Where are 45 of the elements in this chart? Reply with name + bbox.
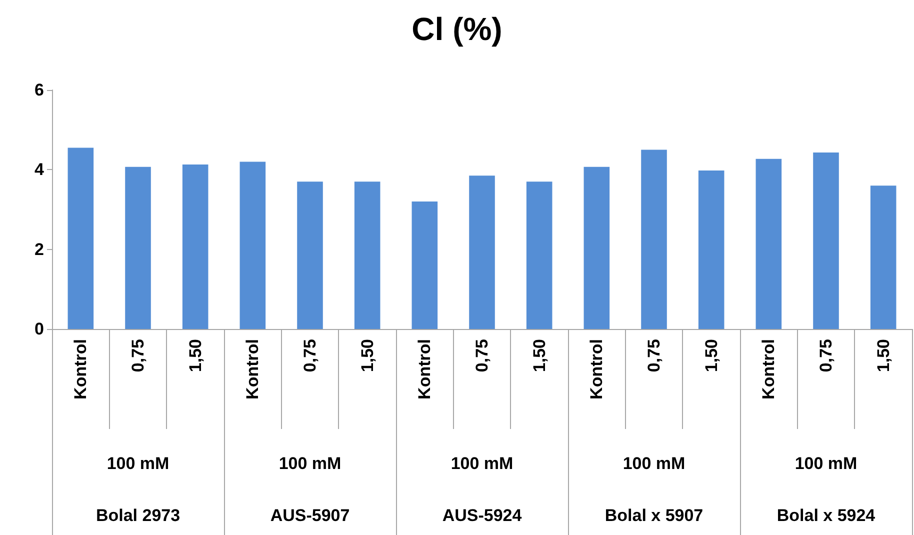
text: AUS-5907 [270, 506, 350, 525]
x-tick-label: 0,75 [644, 339, 664, 372]
bar [584, 166, 610, 329]
text: Bolal x 5924 [776, 506, 876, 525]
text: AUS-5924 [442, 506, 522, 525]
x-tick-label: Kontrol [243, 339, 262, 400]
x-tick-label: Kontrol [587, 339, 606, 400]
text: 100 mM [278, 454, 342, 473]
x-tick-label: 0,75 [300, 339, 320, 372]
x-tick-label: 0,75 [128, 339, 148, 372]
bar [698, 170, 724, 329]
bar [756, 158, 782, 329]
x-tick-label: 0,75 [816, 339, 836, 372]
text: 100 mM [106, 454, 170, 473]
bar [182, 164, 208, 329]
y-tick-label: 2 [34, 240, 44, 259]
text: 100 mM [794, 454, 858, 473]
x-tick-label: 1,50 [874, 339, 893, 372]
bar [870, 186, 896, 329]
bar [469, 176, 495, 329]
x-tick-label: 1,50 [358, 339, 377, 372]
bar [354, 182, 380, 329]
x-tick-label: Kontrol [71, 339, 90, 400]
bar [68, 148, 94, 329]
text: Bolal x 5907 [604, 506, 704, 525]
x-tick-label: 1,50 [702, 339, 721, 372]
x-tick-label: Kontrol [415, 339, 434, 400]
text: Bolal 2973 [96, 506, 180, 525]
bar [526, 182, 552, 329]
x-tick-label: 1,50 [530, 339, 549, 372]
y-tick-label: 0 [34, 320, 44, 338]
chart-title: Cl (%) [412, 11, 502, 47]
x-tick-label: 1,50 [186, 339, 205, 372]
bar [240, 162, 266, 329]
x-tick-label: 0,75 [472, 339, 492, 372]
y-tick-label: 4 [34, 160, 45, 180]
bar [813, 152, 839, 329]
text: 100 mM [450, 454, 514, 473]
y-tick-label: 6 [34, 80, 44, 100]
bar [125, 166, 151, 329]
bar [641, 150, 667, 329]
bar [297, 182, 323, 329]
text: 100 mM [622, 454, 686, 473]
bar [412, 202, 438, 329]
x-tick-label: Kontrol [759, 339, 778, 400]
